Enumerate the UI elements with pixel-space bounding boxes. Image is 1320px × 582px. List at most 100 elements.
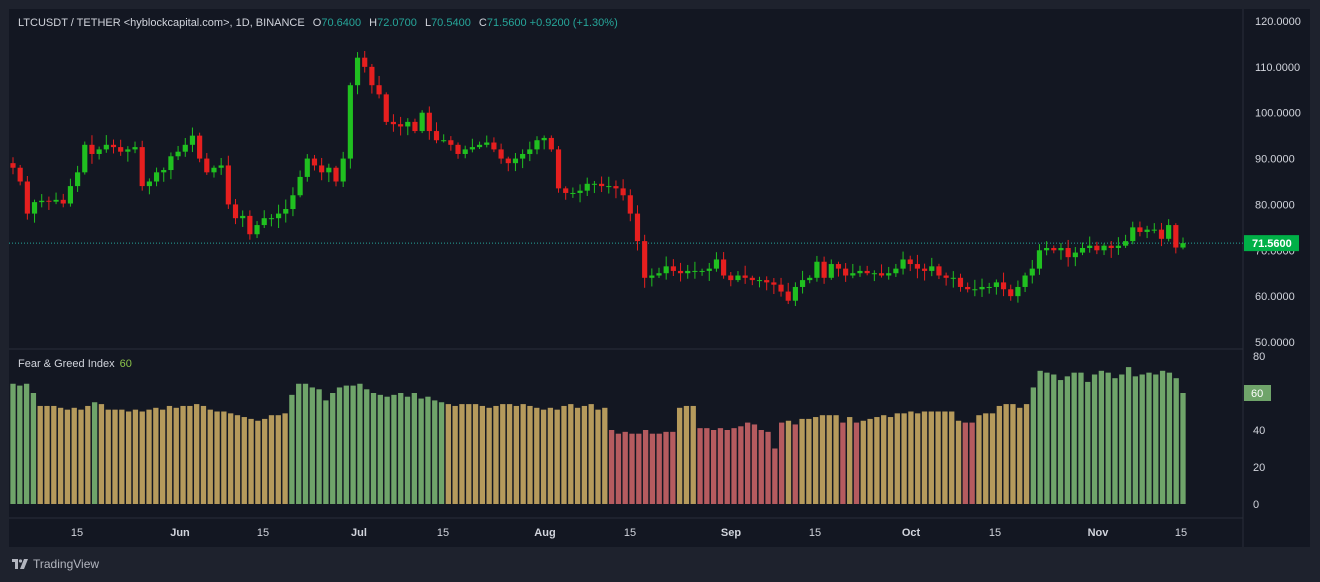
fear-greed-bar	[1017, 407, 1023, 504]
candle-body	[17, 167, 23, 182]
candle-body	[1008, 289, 1014, 297]
fear-greed-bar	[479, 405, 486, 504]
indicator-tick-label: 20	[1253, 462, 1265, 474]
candle-body	[900, 259, 906, 269]
indicator-header: Fear & Greed Index 60	[18, 358, 132, 370]
candle-body	[771, 282, 777, 285]
candle-body	[175, 151, 181, 157]
fear-greed-bar	[649, 433, 656, 504]
fear-greed-bar	[608, 430, 615, 504]
fear-greed-bar	[153, 407, 159, 504]
candle-body	[957, 277, 964, 287]
time-tick-label: 15	[624, 527, 636, 539]
fear-greed-bar	[527, 405, 533, 504]
time-tick-label: 15	[71, 527, 83, 539]
price-tick-label: 110.0000	[1255, 62, 1300, 74]
candle-body	[527, 149, 533, 154]
candle-body	[972, 289, 978, 291]
fear-greed-bar	[826, 415, 832, 504]
fear-greed-bar	[166, 405, 173, 504]
time-tick-label: Jul	[351, 527, 367, 539]
fear-greed-bar	[758, 430, 764, 504]
fear-greed-bar	[1057, 380, 1064, 504]
fear-greed-bar	[159, 409, 166, 504]
fear-greed-bar	[656, 433, 662, 504]
candle-body	[943, 275, 949, 278]
candle-body	[333, 167, 339, 182]
fear-greed-bar	[57, 407, 64, 504]
fear-greed-bar	[493, 405, 499, 504]
fear-greed-bar	[180, 405, 186, 504]
fear-greed-bar	[881, 415, 887, 504]
fear-greed-bar	[398, 393, 404, 504]
fear-greed-bar	[683, 405, 690, 504]
candle-body	[31, 202, 38, 214]
time-tick-label: 15	[809, 527, 821, 539]
candle-body	[670, 266, 676, 271]
tradingview-logo[interactable]: TradingView	[12, 557, 99, 571]
candle-body	[39, 200, 45, 203]
price-tick-label: 50.0000	[1255, 337, 1295, 349]
fear-greed-bar	[214, 411, 220, 504]
fear-greed-bar	[595, 409, 601, 504]
candle-body	[426, 112, 432, 132]
fear-greed-bar	[187, 405, 193, 504]
candle-body	[591, 183, 597, 185]
indicator-value-badge-text: 60	[1251, 388, 1263, 400]
fear-greed-bar	[765, 431, 771, 504]
fear-greed-bar	[1044, 372, 1050, 504]
time-tick-label: Sep	[721, 527, 741, 539]
fear-greed-bar	[173, 407, 179, 504]
fear-greed-bar	[1023, 404, 1030, 504]
indicator-tick-label: 40	[1253, 425, 1265, 437]
candle-body	[821, 261, 827, 278]
fear-greed-bar	[296, 383, 302, 504]
fear-greed-bar	[10, 383, 16, 504]
price-tick-label: 70.0000	[1255, 245, 1295, 257]
price-tick-label: 100.0000	[1255, 108, 1301, 120]
candle-body	[685, 270, 691, 274]
fear-greed-bar	[534, 407, 540, 504]
fear-greed-bar	[30, 393, 37, 504]
candle-body	[268, 218, 274, 220]
fear-greed-bar	[1166, 372, 1173, 504]
fear-greed-bar	[221, 411, 227, 504]
fear-greed-bar	[336, 387, 343, 504]
time-tick-label: Oct	[902, 527, 921, 539]
fear-greed-bar	[955, 420, 962, 504]
fear-greed-bar	[1071, 372, 1077, 504]
fear-greed-bar	[874, 417, 880, 504]
candle-body	[146, 181, 152, 187]
candle-body	[857, 270, 863, 274]
candle-body	[742, 275, 748, 278]
candle-body	[225, 165, 231, 205]
candle-body	[340, 158, 346, 182]
fear-greed-bar	[738, 426, 744, 504]
fear-greed-bar	[459, 404, 465, 504]
candle-body	[376, 85, 382, 95]
fear-greed-bar	[676, 407, 683, 504]
candle-body	[649, 275, 655, 278]
candle-body	[692, 270, 698, 272]
candle-body	[484, 142, 490, 145]
fear-greed-bar	[445, 404, 452, 504]
candle-body	[433, 131, 440, 141]
close-value: 71.5600	[486, 17, 527, 29]
candle-body	[1173, 225, 1179, 248]
candle-body	[965, 286, 971, 290]
candle-body	[125, 149, 131, 152]
fear-greed-bar	[615, 433, 622, 504]
fear-greed-bar	[438, 402, 445, 504]
fear-greed-bar	[343, 385, 349, 504]
fear-greed-bar	[928, 411, 934, 504]
candle-body	[182, 144, 188, 152]
candle-body	[362, 57, 368, 67]
fear-greed-bar	[119, 409, 125, 504]
candle-body	[1058, 247, 1064, 251]
candle-body	[67, 186, 74, 204]
fear-greed-bar	[574, 407, 581, 504]
fear-greed-bar	[262, 418, 268, 504]
candle-body	[886, 273, 892, 276]
candle-body	[756, 280, 763, 282]
